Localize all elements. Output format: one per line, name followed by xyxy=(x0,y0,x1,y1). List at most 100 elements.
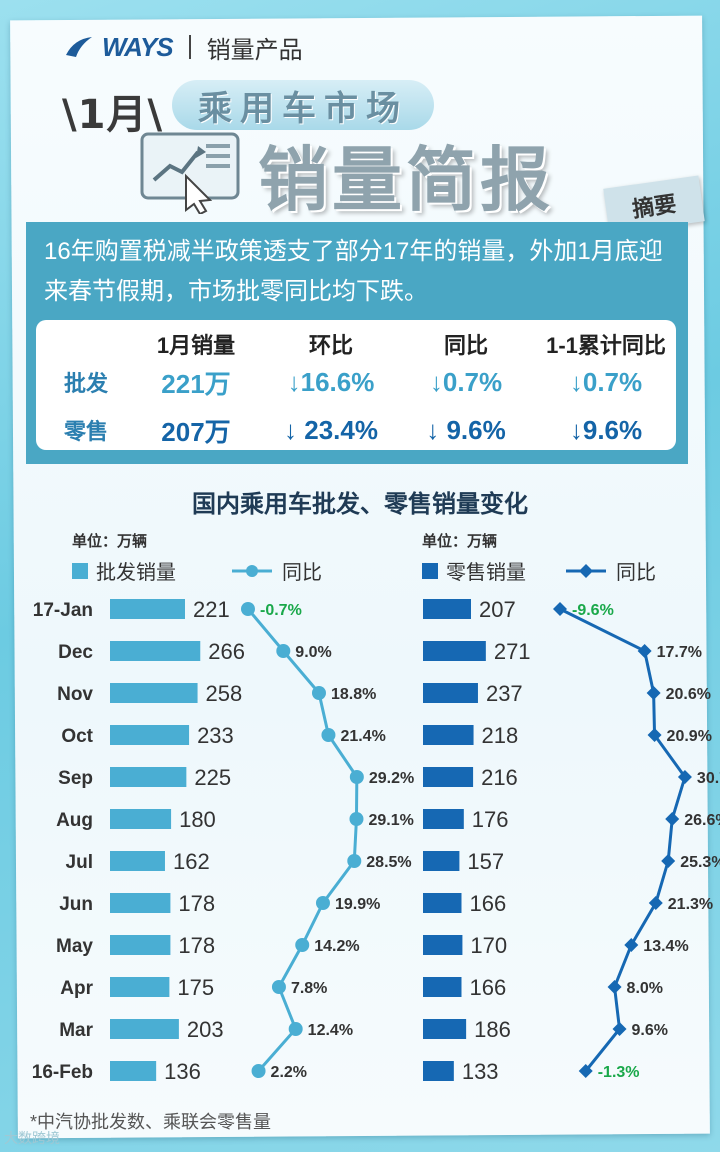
retail-value-label: 170 xyxy=(470,933,507,958)
wholesale-yoy-point xyxy=(349,770,364,784)
table-header-row: 1月销量 环比 同比 1-1累计同比 xyxy=(36,324,676,364)
wholesale-bar xyxy=(110,893,171,913)
retail-value-label: 166 xyxy=(469,975,506,1000)
wholesale-yoy-label: 12.4% xyxy=(308,1022,353,1039)
wholesale-value-label: 136 xyxy=(164,1059,201,1084)
wholesale-swatch-icon xyxy=(72,562,88,579)
brand-name: WAYS xyxy=(102,31,174,62)
legend-yoy-left: 同比 xyxy=(282,562,322,584)
retail-yoy-point xyxy=(647,728,662,742)
retail-value-label: 271 xyxy=(494,639,531,664)
retail-yoy-label: 9.6% xyxy=(632,1022,668,1039)
retail-bar xyxy=(423,1061,454,1081)
retail-yoy-label: -1.3% xyxy=(598,1064,640,1081)
wholesale-yoy-point xyxy=(349,812,364,826)
wholesale-yoy-line xyxy=(246,608,359,1072)
wholesale-bar xyxy=(110,977,170,997)
left-unit-label: 单位：万辆 xyxy=(72,533,148,550)
retail-ytd: ↓9.6% xyxy=(569,414,643,445)
retail-yoy-label: 17.7% xyxy=(657,644,702,661)
wholesale-yoy-point xyxy=(271,980,286,994)
wholesale-value-label: 221 xyxy=(193,597,230,622)
wholesale-yoy-label: -0.7% xyxy=(260,602,302,619)
wholesale-yoy-point xyxy=(295,938,310,952)
category-label: Jul xyxy=(66,852,93,873)
retail-yoy-point xyxy=(665,812,680,826)
retail-bar xyxy=(423,641,486,661)
wholesale-mom: ↓16.6% xyxy=(287,366,375,397)
retail-bar xyxy=(423,725,474,745)
retail-sales: 207万 xyxy=(161,416,231,447)
wholesale-yoy-point xyxy=(315,896,330,910)
wholesale-value-label: 266 xyxy=(208,639,245,664)
wholesale-value-label: 180 xyxy=(179,807,216,832)
wholesale-sales: 221万 xyxy=(161,368,231,399)
retail-yoy-label: 13.4% xyxy=(643,938,688,955)
circle-line-legend-icon xyxy=(232,564,272,577)
retail-yoy-point xyxy=(648,896,663,910)
wholesale-bar xyxy=(110,641,201,661)
header-ytd: 1-1累计同比 xyxy=(546,333,666,358)
wholesale-bar xyxy=(110,599,185,619)
wholesale-bar xyxy=(110,935,171,955)
tablet-chart-icon xyxy=(140,132,240,214)
retail-yoy-point xyxy=(646,686,661,700)
category-label: 17-Jan xyxy=(33,600,93,621)
chart-title: 国内乘用车批发、零售销量变化 xyxy=(192,491,528,518)
month-label: \1月\ xyxy=(62,92,164,138)
category-label: 16-Feb xyxy=(32,1062,93,1083)
retail-yoy-point xyxy=(677,770,692,784)
category-label: May xyxy=(56,936,93,957)
retail-yoy-label: 20.9% xyxy=(667,728,712,745)
retail-bar xyxy=(423,851,460,871)
wholesale-value-label: 178 xyxy=(178,891,215,916)
table-row-retail: 零售 207万 ↓ 23.4% ↓ 9.6% ↓9.6% xyxy=(36,410,676,450)
wholesale-yoy-label: 29.2% xyxy=(369,770,414,787)
wholesale-yoy-point xyxy=(311,686,326,700)
wholesale-yoy-label: 2.2% xyxy=(271,1064,307,1081)
retail-value-label: 176 xyxy=(472,807,509,832)
retail-yoy-label: 30.7% xyxy=(697,770,720,787)
retail-bar xyxy=(423,893,462,913)
wholesale-yoy-point xyxy=(288,1022,303,1036)
right-unit-label: 单位：万辆 xyxy=(422,533,498,550)
retail-value-label: 166 xyxy=(469,891,506,916)
wholesale-bar xyxy=(110,1061,157,1081)
wholesale-yoy: ↓0.7% xyxy=(429,366,503,397)
big-title: 销量简报 xyxy=(258,141,554,219)
retail-value-label: 207 xyxy=(479,597,516,622)
retail-swatch-icon xyxy=(422,562,438,579)
category-label: Mar xyxy=(59,1020,93,1041)
header-sales: 1月销量 xyxy=(156,333,236,358)
summary-text: 16年购置税减半政策透支了部分17年的销量，外加1月底迎来春节假期，市场批零同比… xyxy=(44,238,663,305)
wholesale-ytd: ↓0.7% xyxy=(569,366,643,397)
row-label-wholesale: 批发 xyxy=(64,371,109,396)
retail-yoy-point xyxy=(637,644,652,658)
wholesale-value-label: 178 xyxy=(178,933,215,958)
retail-yoy-point xyxy=(661,854,676,868)
left-legend: 批发销量 同比 xyxy=(72,556,322,585)
wholesale-yoy-point xyxy=(241,602,255,616)
retail-yoy-point xyxy=(553,602,567,616)
header-mom: 环比 xyxy=(308,333,353,358)
category-label: Apr xyxy=(60,978,93,999)
retail-value-label: 186 xyxy=(474,1017,511,1042)
wholesale-yoy-label: 14.2% xyxy=(314,938,359,955)
wholesale-bar xyxy=(110,1019,179,1039)
retail-bar xyxy=(423,809,464,829)
retail-bar xyxy=(423,767,474,787)
retail-yoy-point xyxy=(607,980,622,994)
retail-mom: ↓ 23.4% xyxy=(284,414,378,445)
retail-value-label: 237 xyxy=(486,681,523,706)
wholesale-value-label: 258 xyxy=(206,681,243,706)
wholesale-value-label: 225 xyxy=(194,765,231,790)
wholesale-yoy-point xyxy=(276,644,291,658)
wholesale-yoy-label: 28.5% xyxy=(366,854,411,871)
retail-yoy-label: 8.0% xyxy=(627,980,663,997)
category-label: Sep xyxy=(58,768,93,789)
retail-yoy: ↓ 9.6% xyxy=(426,414,506,445)
ways-logo: WAYS 销量产品 xyxy=(64,30,303,64)
retail-yoy-line xyxy=(559,607,687,1072)
retail-yoy-label: 21.3% xyxy=(668,896,713,913)
table-row-wholesale: 批发 221万 ↓16.6% ↓0.7% ↓0.7% xyxy=(36,362,676,402)
